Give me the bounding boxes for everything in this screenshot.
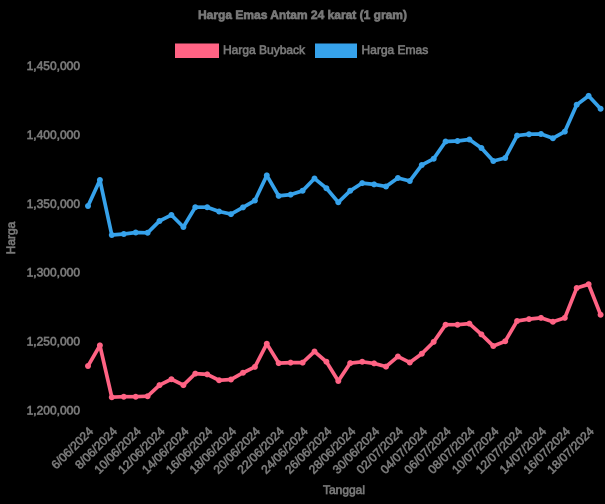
- svg-text:1,300,000: 1,300,000: [27, 266, 81, 280]
- svg-text:Harga Emas Antam 24 karat (1 g: Harga Emas Antam 24 karat (1 gram): [198, 8, 407, 22]
- svg-text:Harga Emas: Harga Emas: [362, 43, 429, 57]
- svg-text:1,450,000: 1,450,000: [27, 59, 81, 73]
- svg-text:Harga Buyback: Harga Buyback: [223, 43, 306, 57]
- svg-text:1,250,000: 1,250,000: [27, 335, 81, 349]
- svg-text:Harga: Harga: [4, 221, 18, 254]
- svg-text:1,200,000: 1,200,000: [27, 404, 81, 418]
- svg-text:Tanggal: Tanggal: [323, 483, 365, 497]
- svg-text:1,400,000: 1,400,000: [27, 128, 81, 142]
- svg-text:1,350,000: 1,350,000: [27, 197, 81, 211]
